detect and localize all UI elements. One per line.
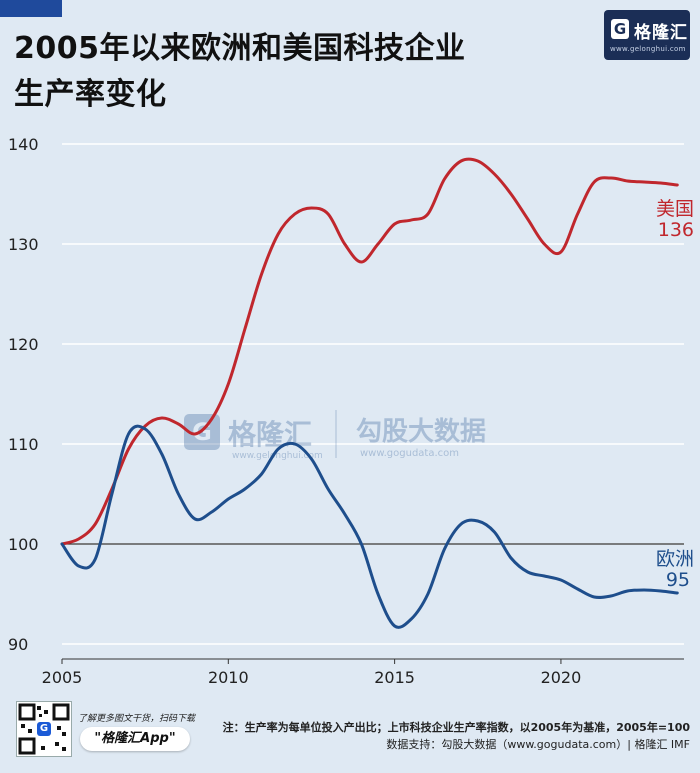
grid-lines xyxy=(62,143,684,645)
app-icon: G xyxy=(37,722,51,736)
eu-end-value: 95 xyxy=(666,569,690,591)
top-accent-bar xyxy=(0,0,62,17)
x-tick-2020: 2020 xyxy=(541,668,582,687)
x-tick-2005: 2005 xyxy=(42,668,83,687)
y-tick-120: 120 xyxy=(8,335,39,354)
watermark: G 格隆汇 www.gelonghui.com 勾股大数据 www.goguda… xyxy=(184,410,486,461)
logo-url: www.gelonghui.com xyxy=(610,45,686,53)
download-prompt: 了解更多图文干货，扫码下载 xyxy=(78,714,196,724)
brand-logo: G 格隆汇 www.gelonghui.com xyxy=(604,10,690,60)
series-line-us xyxy=(60,157,679,546)
eu-series-label: 欧洲 xyxy=(656,548,694,570)
title-line-2: 生产率变化 xyxy=(14,77,167,112)
x-tick-labels: 2005 2010 2015 2020 xyxy=(42,658,684,687)
y-tick-110: 110 xyxy=(8,435,39,454)
watermark-brand-url: www.gelonghui.com xyxy=(232,451,323,461)
line-chart: 90 100 110 120 130 140 2005 2010 2015 2020 G 格隆汇… xyxy=(8,135,694,687)
data-source: 数据支持：勾股大数据（www.gogudata.com）| 格隆汇 IMF xyxy=(386,738,690,751)
y-tick-90: 90 xyxy=(8,635,28,654)
chart-note: 注：生产率为每单位投入产出比；上市科技企业生产率指数，以2005年为基准，200… xyxy=(222,721,690,734)
x-tick-2010: 2010 xyxy=(208,668,249,687)
watermark-partner: 勾股大数据 xyxy=(356,417,486,447)
page-title: 2005年以来欧洲和美国科技企业 生产率变化 xyxy=(14,26,574,118)
title-line-1: 2005年以来欧洲和美国科技企业 xyxy=(14,31,466,66)
y-tick-140: 140 xyxy=(8,135,39,154)
g-logo-icon: G xyxy=(611,19,629,39)
watermark-partner-url: www.gogudata.com xyxy=(360,448,459,459)
us-series-label: 美国 xyxy=(656,198,694,220)
x-tick-2015: 2015 xyxy=(374,668,415,687)
qr-pattern xyxy=(18,703,70,755)
qr-code[interactable]: G xyxy=(16,701,72,757)
y-tick-130: 130 xyxy=(8,235,39,254)
y-tick-100: 100 xyxy=(8,535,39,554)
y-tick-labels: 90 100 110 120 130 140 xyxy=(8,135,39,654)
us-end-value: 136 xyxy=(658,219,694,241)
series-line-eu xyxy=(60,424,679,629)
logo-text: 格隆汇 xyxy=(634,23,688,43)
app-name-badge[interactable]: "格隆汇App" xyxy=(80,727,190,751)
